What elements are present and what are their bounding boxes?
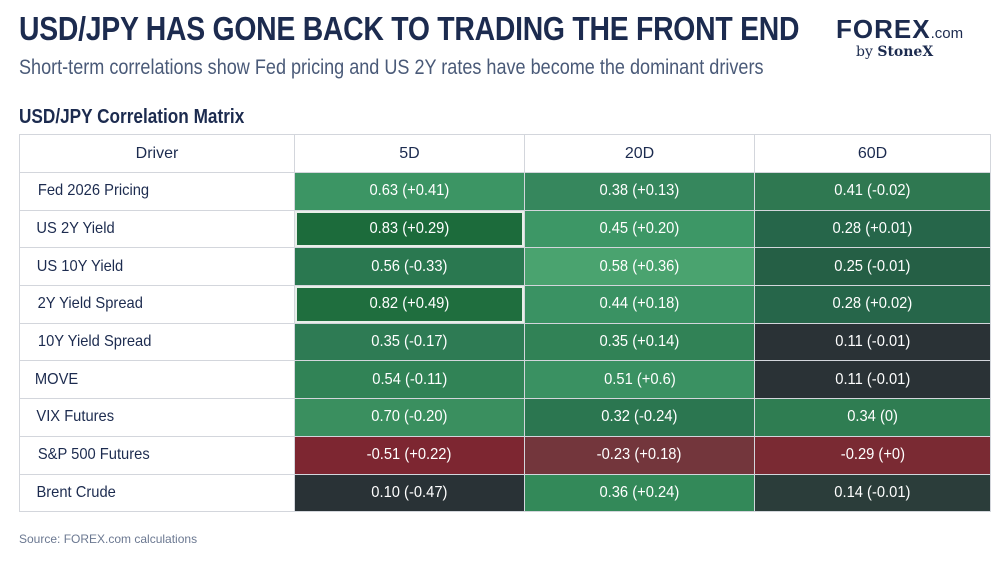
- matrix-title: USD/JPY Correlation Matrix: [19, 106, 245, 128]
- correlation-value: 0.45 (+0.20): [599, 220, 680, 238]
- correlation-value: 0.10 (-0.47): [371, 483, 448, 501]
- correlation-value: 0.11 (-0.01): [834, 370, 911, 388]
- driver-label: US 10Y Yield: [19, 247, 295, 287]
- correlation-value: 0.83 (+0.29): [369, 220, 450, 238]
- driver-label-text: Fed 2026 Pricing: [37, 182, 150, 200]
- correlation-cell-5d: 0.70 (-0.20): [294, 398, 525, 437]
- correlation-cell-20d: 0.51 (+0.6): [524, 360, 755, 400]
- driver-label-text: US 2Y Yield: [36, 220, 115, 238]
- page-title: USD/JPY HAS GONE BACK TO TRADING THE FRO…: [19, 10, 800, 47]
- driver-label: VIX Futures: [19, 398, 295, 437]
- correlation-cell-60d: 0.11 (-0.01): [754, 322, 991, 362]
- correlation-cell-20d: 0.44 (+0.18): [524, 285, 755, 324]
- correlation-cell-60d: -0.29 (+0): [754, 435, 991, 475]
- correlation-cell-60d: 0.34 (0): [754, 398, 991, 437]
- column-header-driver: Driver: [19, 134, 295, 173]
- logo-brand: FOREX: [836, 14, 931, 44]
- correlation-value: 0.36 (+0.24): [599, 483, 680, 501]
- correlation-value: 0.44 (+0.18): [599, 295, 680, 313]
- correlation-cell-5d: 0.35 (-0.17): [294, 322, 525, 362]
- correlation-value: 0.38 (+0.13): [599, 182, 680, 200]
- driver-label-text: 2Y Yield Spread: [37, 295, 143, 313]
- logo-wordmark: FOREX.com: [836, 14, 963, 45]
- table-row: VIX Futures 0.70 (-0.20) 0.32 (-0.24) 0.34 …: [19, 398, 991, 437]
- correlation-cell-20d: 0.38 (+0.13): [524, 172, 755, 211]
- correlation-cell-20d: 0.32 (-0.24): [524, 398, 755, 437]
- logo-suffix: .com: [930, 25, 964, 42]
- table-row: 2Y Yield Spread 0.82 (+0.49) 0.44 (+0.18) 0…: [19, 285, 991, 324]
- correlation-cell-20d: 0.45 (+0.20): [524, 209, 755, 249]
- correlation-cell-60d: 0.25 (-0.01): [754, 247, 991, 287]
- driver-label-text: VIX Futures: [36, 408, 115, 426]
- header-row: Driver 5D 20D 60D: [19, 134, 991, 173]
- correlation-cell-20d: -0.23 (+0.18): [524, 435, 755, 475]
- logo-parent: StoneX: [877, 44, 934, 60]
- correlation-cell-60d: 0.11 (-0.01): [754, 360, 991, 400]
- driver-label-text: 10Y Yield Spread: [37, 333, 152, 351]
- correlation-value: 0.14 (-0.01): [834, 483, 911, 501]
- driver-label: S&P 500 Futures: [19, 435, 295, 475]
- correlation-value: 0.11 (-0.01): [834, 333, 911, 351]
- correlation-cell-20d: 0.36 (+0.24): [524, 473, 755, 513]
- correlation-value: 0.28 (+0.01): [832, 220, 913, 238]
- driver-label: Fed 2026 Pricing: [19, 172, 295, 211]
- driver-label-text: Brent Crude: [36, 483, 116, 501]
- driver-label: US 2Y Yield: [19, 209, 295, 249]
- matrix-body: Fed 2026 Pricing 0.63 (+0.41) 0.38 (+0.13)…: [19, 172, 991, 513]
- source-note: Source: FOREX.com calculations: [19, 532, 198, 546]
- correlation-value: 0.28 (+0.02): [832, 295, 913, 313]
- correlation-value: 0.34 (0): [847, 408, 898, 426]
- driver-label-text: S&P 500 Futures: [37, 446, 150, 464]
- correlation-value: 0.35 (+0.14): [599, 333, 680, 351]
- correlation-value: 0.32 (-0.24): [601, 408, 678, 426]
- correlation-matrix: Driver 5D 20D 60D Fed 2026 Pricing 0.63 (…: [19, 134, 991, 513]
- table-row: US 2Y Yield 0.83 (+0.29) 0.45 (+0.20) 0.28 …: [19, 209, 991, 249]
- correlation-value: -0.23 (+0.18): [597, 446, 682, 464]
- driver-label-text: US 10Y Yield: [36, 257, 124, 275]
- logo-by: by: [856, 44, 873, 60]
- driver-label: 10Y Yield Spread: [19, 322, 295, 362]
- correlation-cell-5d: 0.83 (+0.29): [294, 209, 525, 249]
- forex-logo: FOREX.com by StoneX: [836, 14, 986, 64]
- table-row: 10Y Yield Spread 0.35 (-0.17) 0.35 (+0.14)…: [19, 322, 991, 362]
- page-subtitle: Short-term correlations show Fed pricing…: [19, 56, 764, 79]
- column-header-20d: 20D: [524, 134, 755, 173]
- correlation-value: 0.70 (-0.20): [371, 408, 448, 426]
- correlation-cell-60d: 0.28 (+0.01): [754, 209, 991, 249]
- logo-byline: by StoneX: [856, 44, 933, 60]
- correlation-cell-5d: 0.63 (+0.41): [294, 172, 525, 211]
- correlation-value: 0.25 (-0.01): [834, 257, 911, 275]
- correlation-value: 0.56 (-0.33): [371, 257, 448, 275]
- correlation-cell-20d: 0.58 (+0.36): [524, 247, 755, 287]
- correlation-cell-5d: 0.10 (-0.47): [294, 473, 525, 513]
- column-header-60d: 60D: [754, 134, 991, 173]
- correlation-cell-20d: 0.35 (+0.14): [524, 322, 755, 362]
- table-row: Brent Crude 0.10 (-0.47) 0.36 (+0.24) 0.14 …: [19, 473, 991, 513]
- column-header-5d: 5D: [294, 134, 525, 173]
- correlation-cell-5d: -0.51 (+0.22): [294, 435, 525, 475]
- driver-label-text: MOVE: [34, 370, 79, 388]
- driver-label: Brent Crude: [19, 473, 295, 513]
- correlation-value: 0.51 (+0.6): [603, 370, 676, 388]
- correlation-cell-60d: 0.28 (+0.02): [754, 285, 991, 324]
- correlation-value: 0.63 (+0.41): [369, 182, 450, 200]
- table-row: S&P 500 Futures -0.51 (+0.22) -0.23 (+0.18…: [19, 435, 991, 475]
- correlation-cell-60d: 0.41 (-0.02): [754, 172, 991, 211]
- table-row: MOVE 0.54 (-0.11) 0.51 (+0.6) 0.11 (-0.01): [19, 360, 991, 400]
- correlation-value: 0.35 (-0.17): [371, 333, 448, 351]
- table-row: US 10Y Yield 0.56 (-0.33) 0.58 (+0.36) 0.25…: [19, 247, 991, 287]
- correlation-value: 0.82 (+0.49): [369, 295, 450, 313]
- correlation-cell-5d: 0.54 (-0.11): [294, 360, 525, 400]
- correlation-value: -0.51 (+0.22): [367, 446, 452, 464]
- table-row: Fed 2026 Pricing 0.63 (+0.41) 0.38 (+0.13)…: [19, 172, 991, 211]
- driver-label: 2Y Yield Spread: [19, 285, 295, 324]
- correlation-value: 0.58 (+0.36): [599, 257, 680, 275]
- correlation-cell-60d: 0.14 (-0.01): [754, 473, 991, 513]
- correlation-cell-5d: 0.82 (+0.49): [294, 285, 525, 324]
- driver-label: MOVE: [19, 360, 295, 400]
- correlation-value: -0.29 (+0): [840, 446, 905, 464]
- correlation-value: 0.54 (-0.11): [371, 370, 448, 388]
- correlation-value: 0.41 (-0.02): [834, 182, 911, 200]
- correlation-cell-5d: 0.56 (-0.33): [294, 247, 525, 287]
